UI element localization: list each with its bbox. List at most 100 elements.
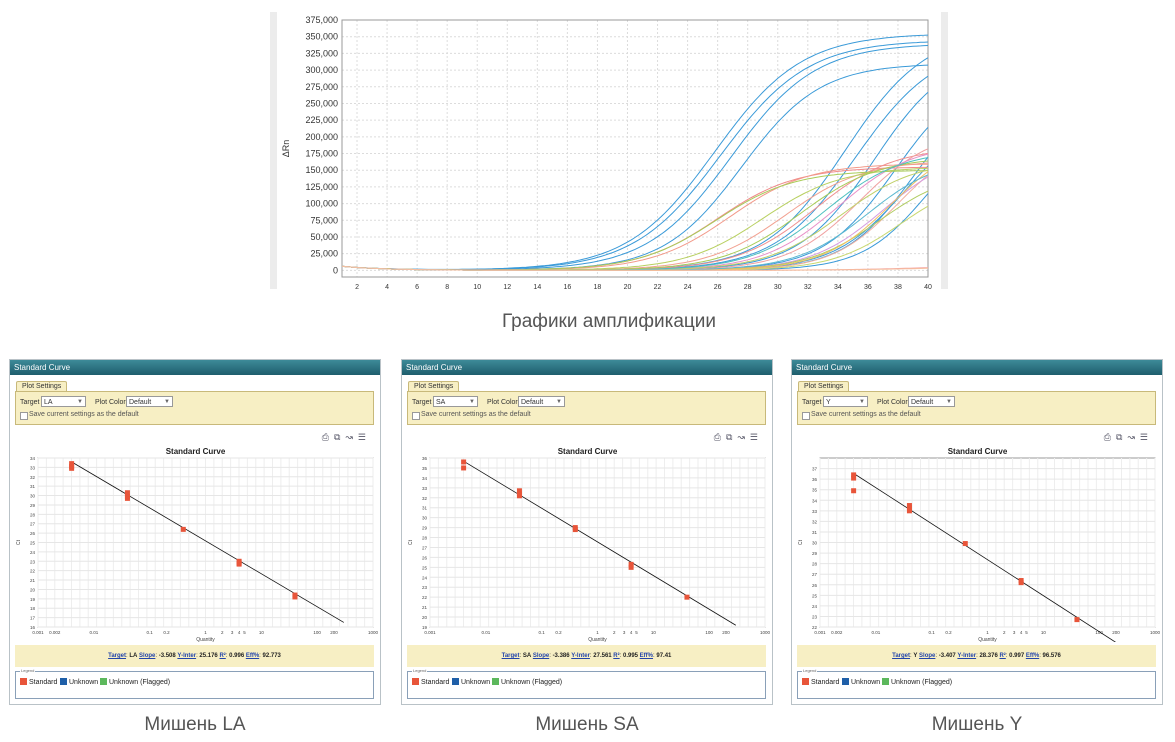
x-tick-label: 3 [1013,630,1016,635]
y-tick-label: 31 [812,530,818,535]
y-tick-label: 22 [30,569,36,574]
plot-color-select[interactable]: Default ▼ [908,396,955,407]
stat-yinter-key[interactable]: Y-Inter [957,653,977,659]
target-select-value: LA [44,399,53,406]
save-default-checkbox[interactable] [412,412,420,420]
tab-plot-settings[interactable]: Plot Settings [798,381,850,392]
chevron-down-icon: ▼ [469,399,475,405]
chart-icon[interactable]: ↝ [345,432,358,442]
target-label: Target [20,399,40,406]
y-tick-label: 25 [812,593,818,598]
stat-target-key[interactable]: Target [501,653,520,659]
legend-unknown: Unknown [452,678,490,686]
standard-curve-panel-y: Standard Curve Plot Settings Target Y ▼ P… [791,359,1163,705]
flagged-swatch [100,678,107,685]
target-select-value: SA [436,399,446,406]
save-default-checkbox[interactable] [20,412,28,420]
x-tick-label: 1 [986,630,989,635]
standard-point [461,459,467,465]
chart-title: Standard Curve [558,447,618,456]
y-tick-label: 32 [30,475,36,480]
flagged-swatch [882,678,889,685]
stat-target-key[interactable]: Target [892,653,911,659]
y-tick-label: 27 [30,522,36,527]
stat-slope-key[interactable]: Slope [919,653,936,659]
chevron-down-icon: ▼ [859,399,865,405]
save-default-checkbox[interactable] [802,412,810,420]
stat-r2-key[interactable]: R² [999,653,1006,659]
list-icon[interactable]: ☰ [357,432,371,442]
stat-r2-value: 0.995 [622,653,638,659]
x-tick-label: 2 [221,630,224,635]
amplification-curve-blue-7 [341,91,929,271]
standard-point [628,564,634,570]
standard-curve-panel-sa: Standard Curve Plot Settings Target SA ▼ … [401,359,773,705]
stat-slope-key[interactable]: Slope [139,653,156,659]
stat-yinter-key[interactable]: Y-Inter [177,653,197,659]
x-tick-label: 5 [243,630,246,635]
plot-toolbar: ⎙⧉↝☰ [714,432,763,443]
print-icon[interactable]: ⎙ [321,432,334,442]
stat-r2-key[interactable]: R² [219,653,226,659]
standard-swatch [20,678,27,685]
y-tick-label: 24 [30,550,36,555]
chart-icon[interactable]: ↝ [737,432,750,442]
list-icon[interactable]: ☰ [749,432,763,442]
x-tick-label: 0.002 [831,630,843,635]
stat-yinter-value: 27.561 [593,653,612,659]
y-tick-label: 100,000 [305,199,338,209]
stat-slope-key[interactable]: Slope [532,653,550,659]
copy-icon[interactable]: ⧉ [725,432,738,442]
x-tick-label: 3 [231,630,234,635]
legend-flagged: Unknown (Flagged) [492,678,562,686]
chart-icon[interactable]: ↝ [1127,432,1140,442]
print-icon[interactable]: ⎙ [1103,432,1116,442]
standard-point [962,541,968,547]
x-tick-label: 40 [924,284,932,289]
legend-title: Legend [20,668,36,673]
x-tick-label: 32 [804,284,812,289]
y-tick-label: 37 [812,467,818,472]
tab-plot-settings[interactable]: Plot Settings [16,381,68,392]
stat-target-key[interactable]: Target [108,653,127,659]
standard-point [124,490,130,496]
standard-point [684,594,690,600]
legend-box: Legend Standard Unknown Unknown (Flagged… [797,668,1156,699]
target-select[interactable]: SA ▼ [433,396,478,407]
stat-eff-key[interactable]: Eff% [639,653,654,659]
x-tick-label: 1000 [1150,630,1161,635]
stat-yinter-value: 25.176 [199,653,218,659]
panel-header: Standard Curve [792,360,1162,375]
y-tick-label: 19 [422,625,428,630]
x-tick-label: 100 [1095,630,1103,635]
regression-line [853,473,1116,642]
x-tick-label: 10 [1041,630,1047,635]
y-tick-label: 350,000 [305,32,338,42]
legend-unknown-label: Unknown [69,679,99,686]
caption-y: Мишень Y [931,714,1023,735]
x-tick-label: 22 [654,284,662,289]
list-icon[interactable]: ☰ [1139,432,1153,442]
stat-eff-key[interactable]: Eff% [1025,653,1040,659]
print-icon[interactable]: ⎙ [713,432,726,442]
plot-color-label: Plot Color [877,399,908,406]
chart-title: Standard Curve [166,447,226,456]
copy-icon[interactable]: ⧉ [1115,432,1128,442]
stat-slope-value: -3.508 [158,653,176,659]
y-tick-label: 33 [30,465,36,470]
plot-color-select[interactable]: Default ▼ [518,396,565,407]
target-select[interactable]: LA ▼ [41,396,86,407]
stat-eff-key[interactable]: Eff% [245,653,260,659]
y-tick-label: 26 [422,555,428,560]
stat-yinter-key[interactable]: Y-Inter [571,653,590,659]
stat-r2-key[interactable]: R² [613,653,620,659]
plot-color-select[interactable]: Default ▼ [126,396,173,407]
standard-point [69,461,75,467]
x-axis-label: Quantity [588,637,607,642]
target-select[interactable]: Y ▼ [823,396,868,407]
y-tick-label: 30 [812,541,818,546]
legend-standard-label: Standard [811,679,840,686]
tab-plot-settings[interactable]: Plot Settings [408,381,460,392]
panel-header: Standard Curve [10,360,380,375]
copy-icon[interactable]: ⧉ [333,432,346,442]
